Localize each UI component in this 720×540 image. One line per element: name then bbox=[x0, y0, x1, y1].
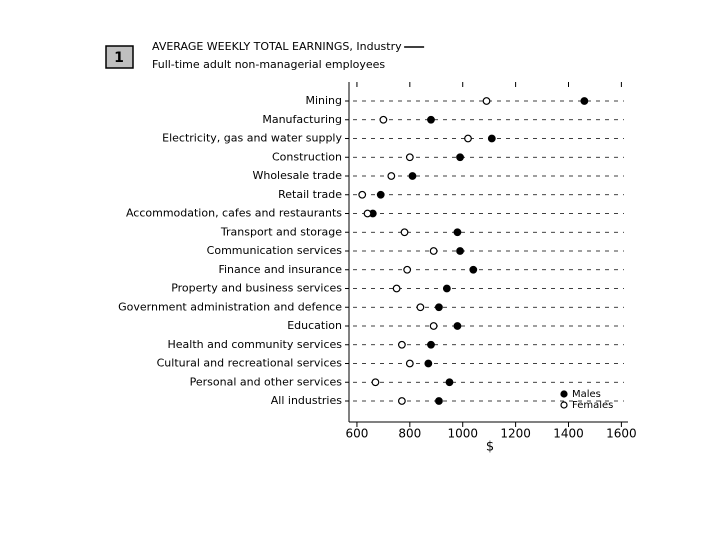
dot bbox=[403, 265, 412, 274]
dot bbox=[392, 284, 401, 293]
y-tick-label: Health and community services bbox=[168, 338, 343, 351]
x-tick-label: 1400 bbox=[553, 427, 584, 441]
y-tick-label: Government administration and defence bbox=[118, 300, 342, 313]
chart-subtitle: Full-time adult non-managerial employees bbox=[152, 58, 385, 71]
dot bbox=[442, 284, 451, 293]
y-tick-label: Electricity, gas and water supply bbox=[162, 132, 342, 145]
dot bbox=[363, 209, 372, 218]
y-tick-label: Cultural and recreational services bbox=[157, 357, 343, 370]
chart-title: AVERAGE WEEKLY TOTAL EARNINGS, Industry bbox=[152, 40, 402, 53]
legend-marker bbox=[560, 401, 568, 409]
dot bbox=[456, 153, 464, 162]
dot bbox=[487, 134, 496, 143]
y-tick-label: Wholesale trade bbox=[252, 169, 342, 182]
dot bbox=[580, 97, 589, 105]
dot bbox=[429, 322, 438, 330]
y-tick-label: Retail trade bbox=[278, 188, 342, 201]
y-tick-label: Accommodation, cafes and restaurants bbox=[126, 207, 342, 220]
x-tick-label: 1600 bbox=[606, 427, 637, 441]
dot bbox=[482, 97, 491, 105]
dot bbox=[397, 397, 406, 405]
dot bbox=[416, 303, 425, 312]
dot bbox=[427, 340, 435, 349]
dot bbox=[427, 115, 435, 124]
dot bbox=[400, 228, 409, 237]
dot bbox=[358, 190, 367, 199]
y-tick-label: All industries bbox=[271, 394, 343, 407]
dot bbox=[371, 378, 380, 387]
dot bbox=[464, 134, 472, 143]
dot bbox=[453, 322, 462, 330]
y-tick-label: Transport and storage bbox=[220, 225, 342, 238]
figure-badge bbox=[105, 45, 134, 69]
y-tick-label: Education bbox=[287, 319, 342, 332]
dot bbox=[453, 228, 462, 237]
dot bbox=[435, 303, 443, 312]
dot bbox=[376, 190, 385, 199]
dot bbox=[456, 247, 464, 255]
dot bbox=[408, 172, 417, 180]
x-tick-label: 1200 bbox=[500, 427, 531, 441]
x-tick-label: 1000 bbox=[447, 427, 478, 441]
y-tick-label: Mining bbox=[305, 94, 342, 107]
y-tick-label: Property and business services bbox=[171, 282, 342, 295]
x-tick-label: 600 bbox=[345, 427, 368, 441]
dot bbox=[424, 359, 433, 368]
y-tick-label: Construction bbox=[272, 150, 342, 163]
dot bbox=[405, 153, 414, 162]
dot bbox=[435, 397, 443, 405]
dot bbox=[397, 340, 406, 349]
legend-label: Males bbox=[572, 389, 601, 400]
dot bbox=[405, 359, 414, 368]
figure-number: 1 bbox=[114, 50, 124, 66]
dot bbox=[469, 265, 478, 274]
y-tick-label: Manufacturing bbox=[262, 113, 342, 126]
dot bbox=[387, 172, 396, 180]
y-tick-label: Personal and other services bbox=[190, 375, 343, 388]
legend-label: Females bbox=[572, 400, 613, 411]
dot bbox=[429, 247, 438, 255]
x-axis-label: $ bbox=[486, 440, 494, 455]
y-tick-label: Finance and insurance bbox=[218, 263, 342, 276]
legend-marker bbox=[560, 390, 568, 398]
dot bbox=[379, 115, 388, 124]
x-tick-label: 800 bbox=[398, 427, 421, 441]
y-tick-label: Communication services bbox=[207, 244, 343, 257]
dot bbox=[445, 378, 454, 387]
